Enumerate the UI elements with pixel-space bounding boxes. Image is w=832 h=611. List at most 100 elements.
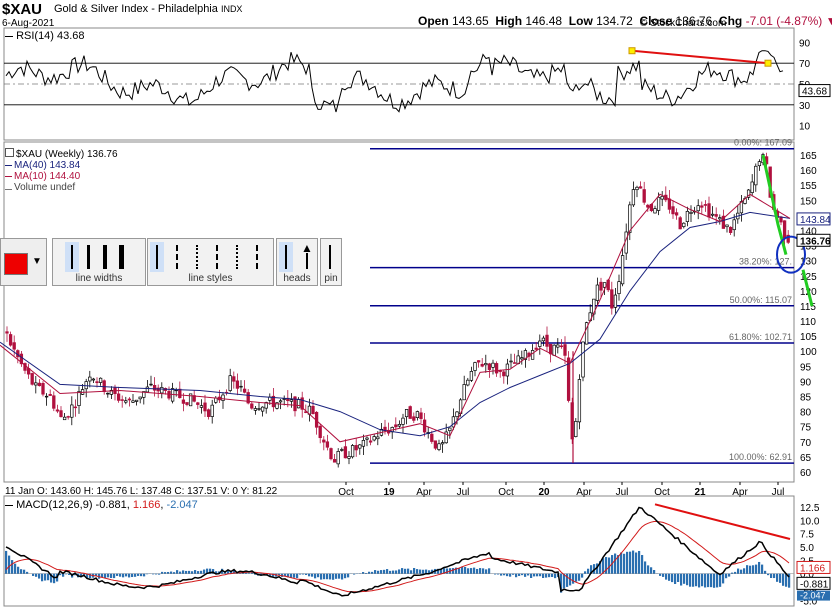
macd-hist-bar (440, 568, 443, 574)
candle-body (106, 392, 110, 395)
legend-ma10-text: MA(10) 144.40 (14, 171, 81, 182)
close-label: Close (639, 14, 673, 28)
macd-hist-bar (302, 573, 305, 575)
ma40-swatch-icon (5, 164, 12, 166)
macd-hist-bar (785, 573, 788, 587)
macd-hist-bar (86, 573, 89, 579)
macd-hist-bar (140, 573, 143, 577)
candle-body (674, 212, 679, 216)
macd-hist-bar (443, 568, 446, 574)
line-widths-icons[interactable] (65, 242, 131, 272)
macd-label: MACD(12,26,9) (16, 499, 93, 511)
style-dashdot-icon[interactable] (216, 245, 218, 269)
arrow-up-icon[interactable]: ▲ (301, 241, 313, 255)
candle-body (12, 342, 16, 350)
macd-hist-bar (467, 568, 470, 574)
candle-body (462, 384, 466, 401)
candle-body (552, 344, 556, 356)
price-tick-label: 130 (800, 257, 817, 268)
macd-hist-bar (296, 573, 299, 579)
macd-hist-bar (188, 570, 191, 574)
candle-body (192, 395, 196, 402)
macd-hist-bar (608, 557, 611, 574)
crosshair-info: 11 Jan O: 143.60 H: 145.76 L: 137.48 C: … (5, 486, 278, 497)
macd-hist-bar (584, 571, 587, 574)
macd-hist-bar (686, 573, 689, 586)
x-axis-label: Oct (338, 487, 354, 498)
macd-tick-label: 5.0 (800, 543, 814, 554)
price-tick-label: 85 (800, 393, 812, 404)
pin-group[interactable]: pin (320, 238, 342, 286)
low-value: 134.72 (596, 14, 633, 28)
candle-body (541, 337, 546, 342)
price-tick-label: 125 (800, 272, 817, 283)
macd-hist-bar (500, 573, 503, 576)
candle-body (347, 456, 351, 459)
open-label: Open (418, 14, 449, 28)
style-long-dash-icon[interactable] (256, 245, 258, 269)
width-1-icon[interactable] (71, 245, 73, 269)
macd-hist-bar (563, 573, 566, 589)
candle-body (620, 255, 625, 285)
macd-hist-bar (251, 572, 254, 574)
candle-body (433, 440, 438, 449)
candle-body (84, 381, 88, 390)
candle-body (246, 392, 250, 404)
legend-swatch-icon (5, 35, 13, 37)
color-picker[interactable]: ▼ (0, 238, 47, 286)
macd-line (5, 506, 790, 597)
macd-hist-bar (227, 569, 230, 574)
candle-body (563, 344, 567, 356)
head-none-icon[interactable] (285, 245, 287, 269)
style-solid-icon[interactable] (156, 245, 158, 269)
price-tick-label: 70 (800, 438, 812, 449)
macd-hist-bar (410, 570, 413, 574)
macd-hist-bar (764, 570, 767, 574)
macd-hist-bar (635, 552, 638, 574)
chevron-down-icon[interactable]: ▼ (32, 256, 42, 267)
line-styles-group[interactable]: line styles (147, 238, 274, 286)
macd-hist-bar (95, 573, 98, 576)
rsi-tick-label: 10 (799, 122, 811, 133)
ma40-value-box (796, 212, 831, 226)
macd-hist-bar (173, 572, 176, 574)
close-value-box (796, 233, 831, 247)
macd-hist-bar (530, 573, 533, 579)
macd-hist-bar (128, 573, 131, 578)
pin-icon[interactable] (329, 245, 331, 269)
x-axis-label: Apr (416, 487, 432, 498)
candle-body (667, 198, 672, 210)
macd-hist-bar (578, 573, 581, 581)
color-swatch[interactable] (4, 253, 28, 275)
width-3-icon[interactable] (103, 245, 107, 269)
macd-hist-bar (68, 573, 71, 575)
candle-body (350, 445, 355, 458)
candle-body (203, 402, 207, 412)
macd-hist-bar (461, 566, 464, 574)
fib-label: 50.00%: 115.07 (730, 295, 792, 305)
macd-hist-bar (515, 573, 518, 578)
candle-body (329, 448, 333, 460)
macd-hist-bar (155, 573, 158, 575)
macd-hist-bar (665, 573, 668, 580)
candle-body (714, 214, 718, 217)
style-dot-icon[interactable] (196, 245, 198, 269)
macd-hist-bar (35, 573, 38, 577)
down-arrow-icon: ▼ (825, 14, 832, 28)
macd-hist-bar (707, 573, 710, 588)
candle-body (257, 408, 261, 410)
macd-hist-bar (590, 565, 593, 574)
line-widths-group[interactable]: line widths (52, 238, 146, 286)
style-dash-icon[interactable] (176, 245, 178, 269)
macd-hist-bar (737, 568, 740, 574)
heads-group[interactable]: ▲ heads (276, 238, 318, 286)
width-4-icon[interactable] (119, 245, 124, 269)
width-2-icon[interactable] (87, 245, 90, 269)
candle-body (318, 425, 322, 439)
style-sparse-icon[interactable] (236, 245, 238, 269)
candle-body (260, 406, 265, 412)
macd-hist-bar (581, 573, 584, 578)
macd-hist-bar (341, 573, 344, 580)
price-tick-label: 150 (800, 196, 817, 207)
